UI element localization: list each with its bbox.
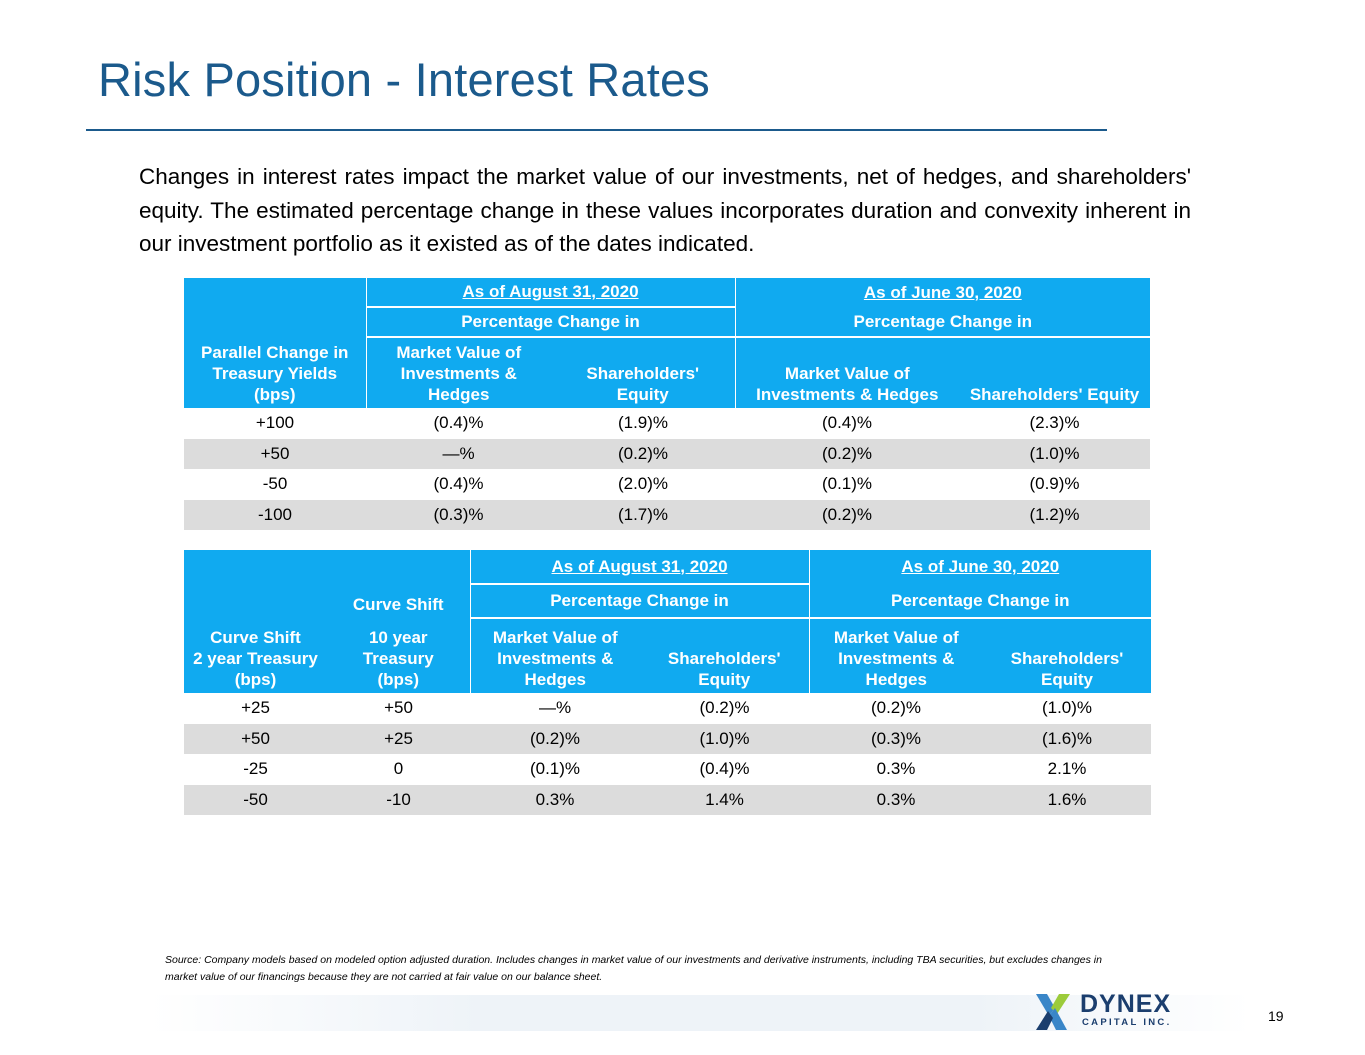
col-header-market-value-aug: Market Value of Investments & Hedges bbox=[469, 618, 640, 693]
table-row: +100 (0.4)% (1.9)% (0.4)% (2.3)% bbox=[184, 408, 1150, 439]
cell-mv-aug: (0.2)% bbox=[470, 723, 640, 754]
table-header-row: Parallel Change in Treasury Yields (bps)… bbox=[184, 337, 1151, 408]
cell-mv-jun: 0.3% bbox=[876, 759, 916, 779]
cell-eq-aug: (0.2)% bbox=[699, 698, 750, 718]
cell-shift: -50 bbox=[262, 474, 288, 494]
cell-mv-aug: 0.3% bbox=[470, 784, 640, 815]
header-blank bbox=[184, 550, 327, 618]
table-header-row: Percentage Change in Percentage Change i… bbox=[184, 584, 1152, 619]
cell-eq-aug: (0.4)% bbox=[699, 759, 750, 779]
slide-title: Risk Position - Interest Rates bbox=[98, 53, 710, 106]
pct-change-header-jun: Percentage Change in bbox=[808, 584, 1152, 619]
cell-eq-aug: (0.2)% bbox=[551, 438, 736, 469]
table-header-row: Curve Shift As of August 31, 2020 As of … bbox=[184, 550, 1152, 618]
cell-eq-jun: (1.6)% bbox=[983, 723, 1152, 754]
cell-2yr: -50 bbox=[184, 784, 327, 815]
col-header-market-value-aug: Market Value of Investments & Hedges bbox=[365, 337, 551, 408]
cell-eq-aug: (1.7)% bbox=[551, 499, 736, 530]
cell-mv-aug: (0.1)% bbox=[529, 759, 581, 779]
table-row: +50 —% (0.2)% (0.2)% (1.0)% bbox=[184, 438, 1151, 469]
cell-mv-jun: (0.2)% bbox=[735, 499, 960, 530]
cell-10yr: -10 bbox=[327, 784, 470, 815]
logo-subtitle: CAPITAL INC. bbox=[1082, 1017, 1172, 1028]
cell-10yr: +25 bbox=[327, 723, 470, 754]
cell-eq-jun: 1.6% bbox=[983, 784, 1152, 815]
curve-shift-table: Curve Shift As of August 31, 2020 As of … bbox=[184, 550, 1152, 815]
cell-mv-aug: —% bbox=[366, 438, 551, 469]
col-header-curve-shift-top: Curve Shift bbox=[327, 550, 470, 618]
cell-mv-jun: (0.4)% bbox=[821, 413, 873, 433]
pct-change-header-aug: Percentage Change in bbox=[469, 584, 810, 619]
dynex-x-icon bbox=[1036, 994, 1070, 1030]
col-header-market-value-jun: Market Value of Investments & Hedges bbox=[808, 618, 984, 693]
cell-eq-aug: (2.0)% bbox=[617, 474, 669, 494]
cell-mv-jun: (0.2)% bbox=[870, 698, 922, 718]
cell-eq-jun: (0.9)% bbox=[1029, 474, 1080, 494]
dynex-logo: DYNEX CAPITAL INC. bbox=[1036, 990, 1176, 1034]
cell-shift: +50 bbox=[184, 438, 366, 469]
table-row: +25 +50 —% (0.2)% (0.2)% (1.0)% bbox=[184, 693, 1151, 724]
table-row: -50 (0.4)% (2.0)% (0.1)% (0.9)% bbox=[184, 469, 1150, 500]
period-header-jun: As of June 30, 2020 bbox=[808, 550, 1152, 584]
cell-mv-aug: (0.4)% bbox=[433, 474, 484, 494]
cell-mv-jun: (0.2)% bbox=[735, 438, 960, 469]
col-header-equity-jun: Shareholders' Equity bbox=[959, 337, 1151, 408]
cell-eq-jun: (1.2)% bbox=[959, 499, 1151, 530]
cell-2yr: +50 bbox=[184, 723, 327, 754]
period-header-aug: As of August 31, 2020 bbox=[469, 550, 810, 585]
page-number: 19 bbox=[1268, 1008, 1284, 1024]
cell-10yr: 0 bbox=[393, 759, 404, 779]
col-header-equity-aug: Shareholders' Equity bbox=[640, 618, 810, 693]
title-divider bbox=[86, 129, 1107, 131]
pct-change-header-aug: Percentage Change in bbox=[365, 307, 736, 338]
cell-eq-aug: (1.0)% bbox=[640, 723, 810, 754]
source-footnote: Source: Company models based on modeled … bbox=[165, 954, 1102, 983]
table-header-row: Percentage Change in Percentage Change i… bbox=[184, 307, 1151, 338]
intro-paragraph: Changes in interest rates impact the mar… bbox=[139, 164, 1191, 256]
header-blank bbox=[184, 278, 366, 337]
cell-eq-aug: 1.4% bbox=[640, 784, 810, 815]
cell-mv-aug: —% bbox=[538, 698, 572, 718]
cell-mv-aug: (0.3)% bbox=[366, 499, 551, 530]
cell-shift: +100 bbox=[255, 413, 295, 433]
cell-eq-aug: (1.9)% bbox=[617, 413, 669, 433]
footer-band bbox=[150, 995, 1250, 1031]
table-header-row: As of August 31, 2020 As of June 30, 202… bbox=[184, 278, 1151, 337]
col-header-parallel-change: Parallel Change in Treasury Yields (bps) bbox=[184, 337, 366, 408]
parallel-shift-table: As of August 31, 2020 As of June 30, 202… bbox=[184, 278, 1151, 530]
col-header-10yr-curve-shift: 10 year Treasury (bps) bbox=[327, 618, 470, 693]
cell-10yr: +50 bbox=[384, 698, 413, 718]
cell-2yr: -25 bbox=[243, 759, 268, 779]
cell-eq-jun: (2.3)% bbox=[1029, 413, 1080, 433]
table-row: -25 0 (0.1)% (0.4)% 0.3% 2.1% bbox=[184, 754, 1151, 785]
col-header-equity-jun: Shareholders' Equity bbox=[983, 618, 1152, 693]
logo-wordmark: DYNEX bbox=[1080, 990, 1172, 1018]
cell-eq-jun: 2.1% bbox=[1047, 759, 1087, 779]
col-header-market-value-jun: Market Value of Investments & Hedges bbox=[734, 337, 960, 408]
period-header-jun: As of June 30, 2020 bbox=[734, 278, 1151, 307]
cell-mv-jun: (0.3)% bbox=[809, 723, 984, 754]
cell-shift: -100 bbox=[184, 499, 366, 530]
cell-eq-jun: (1.0)% bbox=[1041, 698, 1093, 718]
period-header-aug: As of August 31, 2020 bbox=[365, 278, 736, 308]
cell-mv-aug: (0.4)% bbox=[433, 413, 484, 433]
pct-change-header-jun: Percentage Change in bbox=[734, 307, 1151, 338]
col-header-equity-aug: Shareholders' Equity bbox=[551, 337, 736, 408]
table-header-row: Curve Shift 2 year Treasury (bps) 10 yea… bbox=[184, 618, 1152, 693]
cell-mv-jun: 0.3% bbox=[809, 784, 984, 815]
table-row: -100 (0.3)% (1.7)% (0.2)% (1.2)% bbox=[184, 499, 1151, 530]
table-row: -50 -10 0.3% 1.4% 0.3% 1.6% bbox=[184, 784, 1152, 815]
cell-mv-jun: (0.1)% bbox=[821, 474, 873, 494]
col-header-2yr-curve-shift: Curve Shift 2 year Treasury (bps) bbox=[184, 618, 327, 693]
cell-2yr: +25 bbox=[241, 698, 270, 718]
table-row: +50 +25 (0.2)% (1.0)% (0.3)% (1.6)% bbox=[184, 723, 1152, 754]
cell-eq-jun: (1.0)% bbox=[959, 438, 1151, 469]
